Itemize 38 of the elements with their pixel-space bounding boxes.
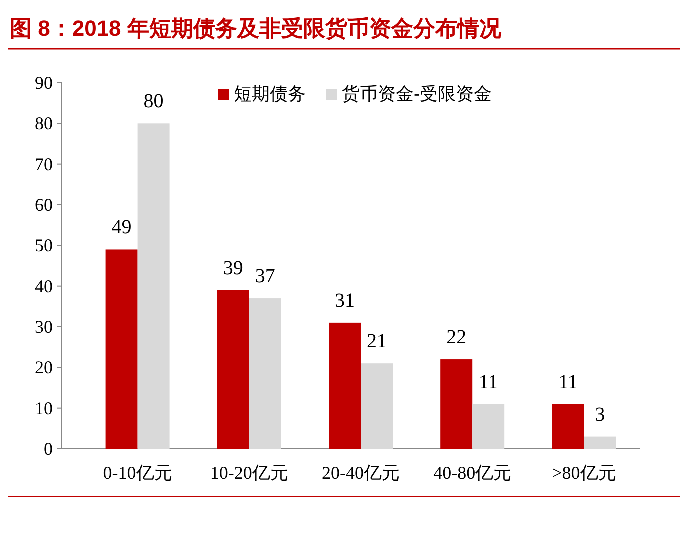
data-label: 31 xyxy=(335,290,355,312)
y-tick-label: 0 xyxy=(44,439,53,459)
bar xyxy=(138,124,170,449)
data-label: 11 xyxy=(478,371,498,394)
data-label: 49 xyxy=(112,216,132,239)
x-tick-label: >80亿元 xyxy=(552,463,616,483)
y-tick-label: 30 xyxy=(35,317,53,337)
bar xyxy=(217,290,250,449)
bar xyxy=(329,322,361,449)
data-label: 22 xyxy=(446,326,467,349)
x-tick-label: 20-40亿元 xyxy=(322,463,400,483)
data-label: 80 xyxy=(144,90,164,113)
data-label: 37 xyxy=(255,266,276,288)
chart-title: 图 8：2018 年短期债务及非受限货币资金分布情况 xyxy=(10,16,502,41)
legend-label: 短期债务 xyxy=(234,84,306,104)
x-tick-label: 40-80亿元 xyxy=(434,463,512,483)
bar xyxy=(361,364,393,449)
y-tick-label: 50 xyxy=(35,236,53,256)
y-tick-label: 70 xyxy=(35,154,53,174)
y-tick-label: 20 xyxy=(35,358,53,378)
x-tick-label: 0-10亿元 xyxy=(103,463,172,483)
data-label: 3 xyxy=(595,404,606,426)
y-tick-label: 10 xyxy=(35,398,53,418)
y-tick-label: 40 xyxy=(35,276,53,296)
bar xyxy=(440,360,473,449)
data-label: 39 xyxy=(223,257,244,280)
bar xyxy=(552,404,584,449)
y-tick-label: 60 xyxy=(35,195,53,215)
bar xyxy=(106,250,138,449)
legend-label: 货币资金-受限资金 xyxy=(342,84,492,104)
bar xyxy=(584,436,616,449)
bar xyxy=(472,404,505,449)
x-tick-label: 10-20亿元 xyxy=(210,463,288,483)
data-label: 11 xyxy=(558,371,578,394)
data-label: 21 xyxy=(367,330,387,353)
y-tick-label: 90 xyxy=(35,73,53,93)
bar xyxy=(249,298,282,449)
y-tick-label: 80 xyxy=(35,114,53,134)
